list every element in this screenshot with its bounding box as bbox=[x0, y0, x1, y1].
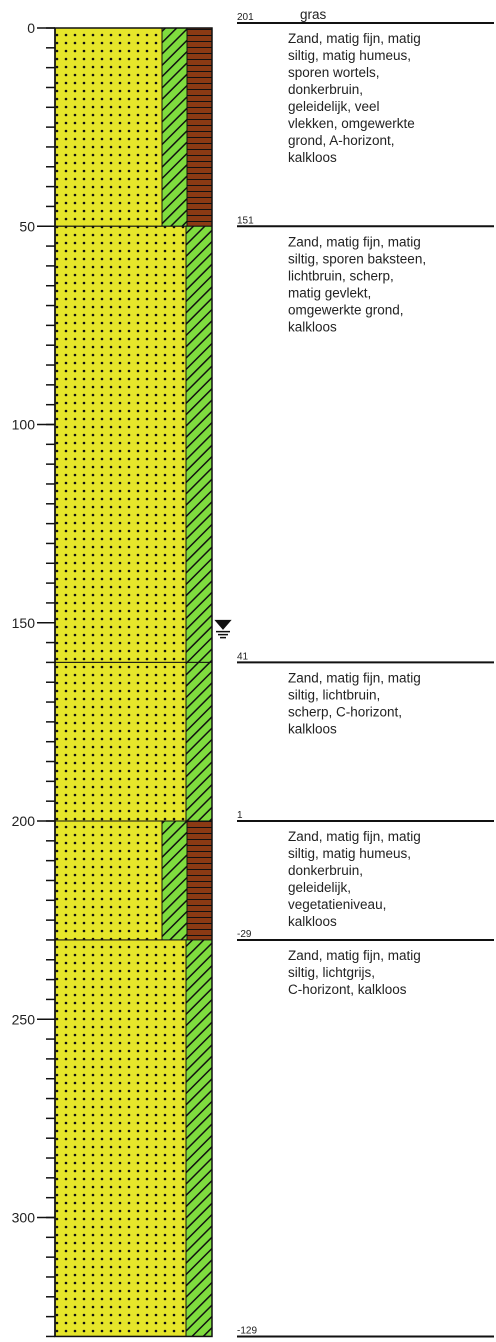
layer-pattern bbox=[55, 821, 162, 940]
layer-pattern bbox=[162, 28, 187, 226]
layer-pattern bbox=[186, 226, 212, 662]
layer-description: matig gevlekt, bbox=[288, 285, 371, 300]
page: 0 50 100 150 200 250 300 201 gras Zand, matig fij… bbox=[0, 0, 496, 1342]
layer-description: siltig, lichtgrijs, bbox=[288, 965, 375, 980]
groundwater-marker bbox=[216, 621, 230, 638]
depth-tick-label: 50 bbox=[19, 218, 35, 234]
layer-pattern bbox=[55, 940, 186, 1336]
layer-description: Zand, matig fijn, matig bbox=[288, 234, 421, 249]
layer-description: kalkloos bbox=[288, 150, 337, 165]
layer-description: vegetatieniveau, bbox=[288, 897, 386, 912]
layer-description: geleidelijk, veel bbox=[288, 99, 380, 114]
layer-pattern bbox=[186, 940, 212, 1336]
layer-description: scherp, C-horizont, bbox=[288, 704, 402, 719]
layer-pattern bbox=[187, 28, 212, 226]
layer-description: siltig, matig humeus, bbox=[288, 48, 411, 63]
depth-tick-label: 250 bbox=[12, 1011, 36, 1027]
layer-description: Zand, matig fijn, matig bbox=[288, 670, 421, 685]
layer-pattern bbox=[55, 28, 162, 226]
layer-description: kalkloos bbox=[288, 319, 337, 334]
level-label: 41 bbox=[237, 651, 249, 662]
layer-pattern bbox=[55, 662, 186, 821]
layer-description: siltig, lichtbruin, bbox=[288, 687, 380, 702]
layer-description: Zand, matig fijn, matig bbox=[288, 31, 421, 46]
layer-description: kalkloos bbox=[288, 721, 337, 736]
layer-description: Zand, matig fijn, matig bbox=[288, 829, 421, 844]
layer-description: Zand, matig fijn, matig bbox=[288, 948, 421, 963]
layer-description: sporen wortels, bbox=[288, 65, 380, 80]
depth-tick-label: 300 bbox=[12, 1210, 36, 1226]
surface-note: gras bbox=[300, 7, 327, 22]
layer-pattern bbox=[55, 226, 186, 662]
layer-pattern bbox=[162, 821, 187, 940]
layer-description: grond, A-horizont, bbox=[288, 133, 395, 148]
layer-description: donkerbruin, bbox=[288, 863, 363, 878]
layer-pattern bbox=[187, 821, 212, 940]
depth-tick-label: 150 bbox=[12, 615, 36, 631]
depth-tick-label: 200 bbox=[12, 813, 36, 829]
layer-pattern bbox=[186, 662, 212, 821]
depth-tick-label: 100 bbox=[12, 417, 36, 433]
layer-description: donkerbruin, bbox=[288, 82, 363, 97]
layer-description: kalkloos bbox=[288, 914, 337, 929]
depth-tick-label: 0 bbox=[27, 20, 35, 36]
layer-description: lichtbruin, scherp, bbox=[288, 268, 394, 283]
layer-description: C-horizont, kalkloos bbox=[288, 982, 407, 997]
layer-description: omgewerkte grond, bbox=[288, 302, 404, 317]
layer-description: geleidelijk, bbox=[288, 880, 351, 895]
level-label: 151 bbox=[237, 215, 254, 226]
level-label: -29 bbox=[237, 929, 252, 940]
borehole-log: 0 50 100 150 200 250 300 201 gras Zand, matig fij… bbox=[0, 0, 496, 1342]
layer-description: siltig, matig humeus, bbox=[288, 846, 411, 861]
layer-description: siltig, sporen baksteen, bbox=[288, 251, 426, 266]
level-label: 201 bbox=[237, 12, 254, 23]
layer-description: vlekken, omgewerkte bbox=[288, 116, 415, 131]
level-label: -129 bbox=[237, 1325, 257, 1336]
level-label: 1 bbox=[237, 810, 243, 821]
